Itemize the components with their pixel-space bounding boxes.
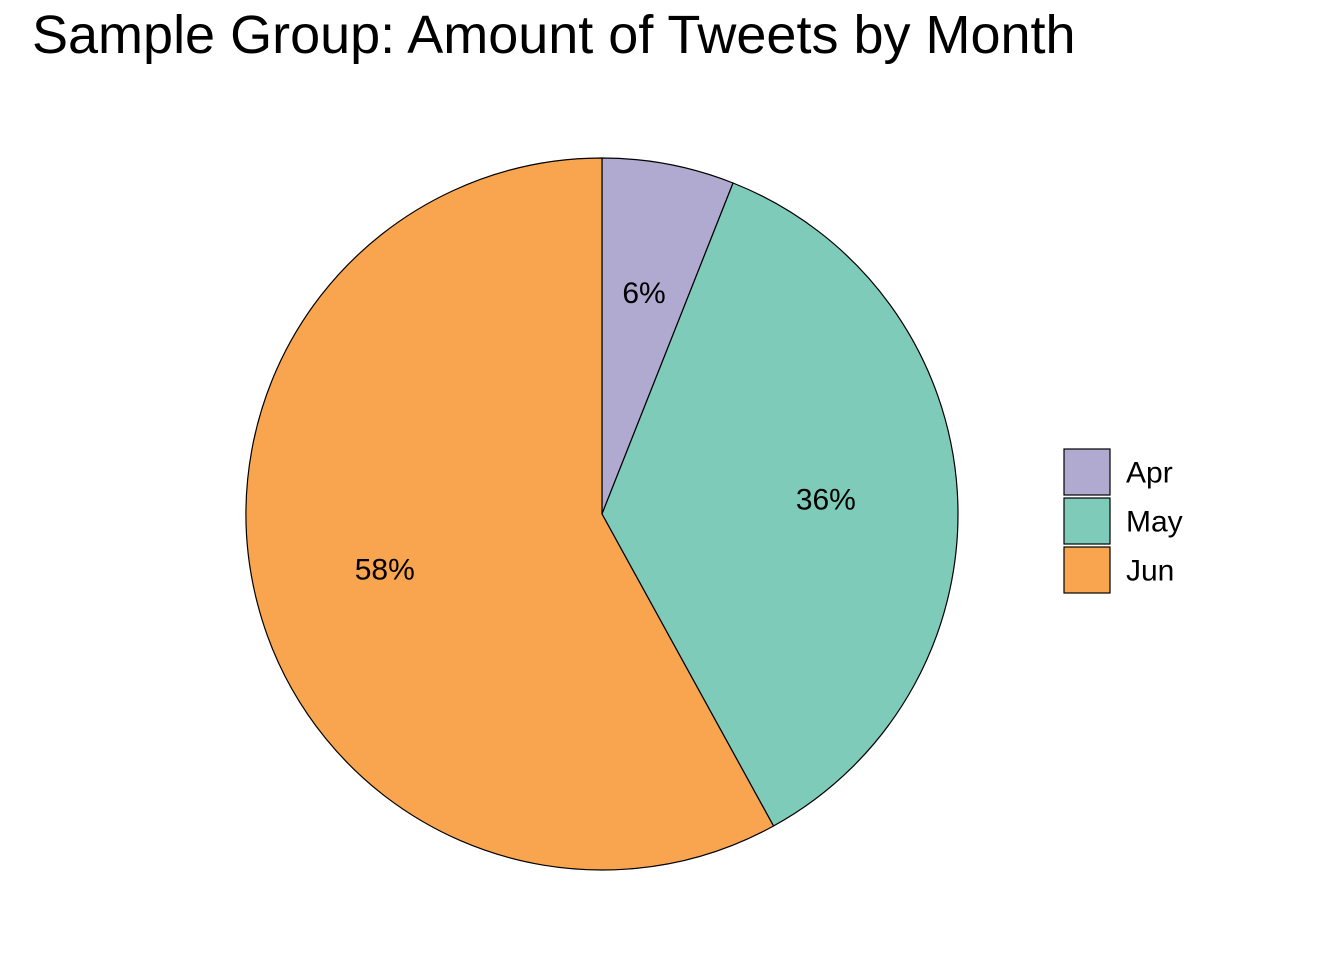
pie-slice-may — [601, 182, 959, 827]
legend-swatch-apr — [1063, 448, 1111, 496]
slice-label-may: 36% — [796, 483, 856, 516]
legend-swatch-may — [1063, 497, 1111, 545]
pie-slices — [245, 157, 959, 871]
legend-label-may: May — [1126, 506, 1183, 539]
pie-slice-apr — [601, 157, 734, 515]
slice-label-apr: 6% — [622, 277, 665, 310]
legend-label-apr: Apr — [1126, 457, 1173, 490]
legend-swatch-jun — [1063, 546, 1111, 594]
pie-slice-labels: 6% 36% 58% — [355, 277, 856, 586]
legend-label-jun: Jun — [1126, 555, 1174, 588]
chart-title: Sample Group: Amount of Tweets by Month — [32, 5, 1076, 65]
legend: Apr May Jun — [1063, 448, 1183, 594]
pie-slice-jun — [245, 157, 775, 871]
slice-label-jun: 58% — [355, 553, 415, 586]
